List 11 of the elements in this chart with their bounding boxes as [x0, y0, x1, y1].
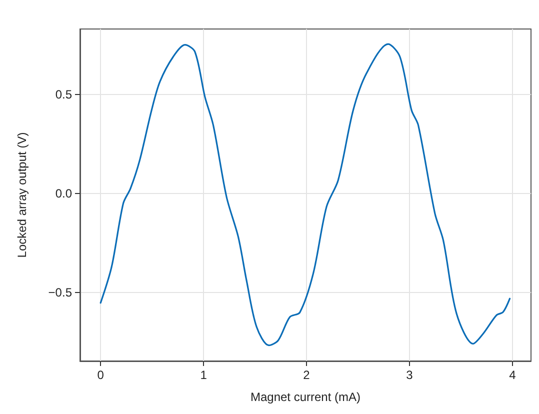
y-axis-title: Locked array output (V) [15, 132, 29, 258]
x-tick-label: 1 [200, 368, 208, 382]
line-series [100, 43, 511, 346]
x-tick-label: 2 [303, 368, 310, 382]
y-tick-label: −0.5 [48, 286, 72, 300]
x-tick-label: 3 [406, 368, 414, 382]
x-tick-label: 4 [509, 368, 516, 382]
x-axis-title: Magnet current (mA) [250, 390, 361, 404]
y-tick-label: 0.5 [55, 87, 72, 102]
y-tick-label: 0.0 [55, 186, 72, 201]
x-tick-label: 0 [97, 368, 104, 382]
